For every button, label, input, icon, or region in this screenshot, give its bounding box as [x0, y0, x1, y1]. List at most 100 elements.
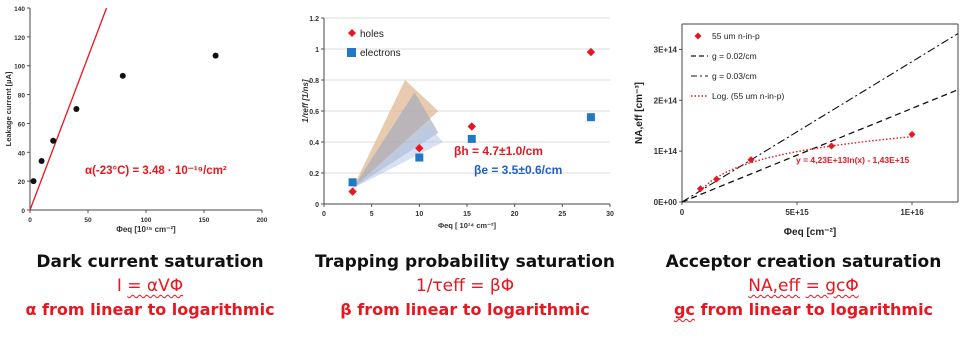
c3-data-point	[696, 185, 704, 193]
c1-xtick-label: 0	[28, 217, 32, 224]
caption-1: Dark current saturation I = αVΦ α from l…	[0, 252, 300, 319]
c2-mid-cone	[352, 92, 439, 189]
c1-xtick-label: 50	[84, 217, 92, 224]
c2-xtick-label: 30	[606, 211, 614, 218]
c3-data-point	[908, 130, 916, 138]
c3-ytick-label: 2E+14	[654, 96, 678, 105]
caption-2-eq-lhs: 1/τeff	[415, 276, 465, 296]
caption-2-eq-rhs: = βΦ	[470, 276, 515, 296]
c2-electrons-point	[467, 134, 476, 143]
c2-xtick-label: 5	[370, 211, 374, 218]
c1-ytick-label: 80	[18, 93, 26, 100]
c2-xtick-label: 10	[415, 211, 423, 218]
caption-3-note: gc from linear to logarithmic	[640, 300, 967, 319]
chart-dark-current: 0 20 40 60 80 100 120 140 0 50 100 150 200 Leakage cu…	[0, 0, 275, 240]
caption-3-note-text: from linear to logarithmic	[700, 300, 934, 319]
caption-1-equation: I = αVΦ	[0, 276, 300, 296]
c3-ytick-label: 1E+14	[654, 147, 678, 156]
c3-ylabel: NA,eff [cm⁻³]	[634, 82, 645, 144]
caption-1-eq-rhs: = αVΦ	[127, 276, 184, 296]
c2-annotation-electrons: βe = 3.5±0.6/cm	[474, 163, 562, 177]
c3-data-point	[828, 142, 835, 150]
caption-3-note-symbol: gc	[673, 300, 695, 319]
c3-ytick-label: 0E+00	[654, 198, 678, 207]
c1-annotation: α(-23°C) = 3.48 · 10⁻¹⁹/cm²	[85, 165, 227, 177]
caption-1-title: Dark current saturation	[36, 252, 264, 272]
c3-xtick-label: 5E+15	[785, 208, 809, 217]
c2-ytick-label: 0.6	[309, 109, 319, 116]
c3-legend-label-3: g = 0.03/cm	[712, 71, 757, 81]
c2-electrons-point	[586, 113, 595, 122]
chart1-svg: 0 20 40 60 80 100 120 140 0 50 100 150 200 Leakage cu…	[4, 6, 268, 234]
chart-trapping: 0 0.2 0.4 0.6 0.8 1 1.2 0 5 10 15 20 25 30 1/τeff [1/n…	[300, 0, 620, 240]
c1-ytick-label: 140	[14, 6, 25, 13]
c1-ytick-label: 0	[21, 208, 25, 215]
c2-holes-point	[467, 122, 476, 131]
caption-2-title: Trapping probability saturation	[315, 252, 615, 272]
caption-2: Trapping probability saturation 1/τeff =…	[300, 252, 630, 319]
c1-data-point	[73, 106, 80, 112]
c3-data-point	[747, 156, 755, 164]
c3-fit-equation: y = 4,23E+13ln(x) - 1,43E+15	[796, 155, 909, 165]
caption-3-title: Acceptor creation saturation	[665, 252, 942, 272]
c2-ytick-label: 0.8	[309, 78, 319, 85]
caption-1-note-symbol: α	[25, 300, 37, 319]
c2-holes-point	[415, 144, 424, 153]
chart2-svg: 0 0.2 0.4 0.6 0.8 1 1.2 0 5 10 15 20 25 30 1/τeff [1/n…	[301, 16, 614, 230]
c3-xlabel: Φeq [cm⁻²]	[784, 227, 836, 238]
c2-xtick-label: 15	[463, 211, 471, 218]
c3-legend-label-4: Log. (55 um n-in-p)	[712, 91, 784, 101]
caption-3-equation: NA,eff = gcΦ	[640, 276, 967, 296]
c3-xtick-label: 0	[680, 208, 685, 217]
caption-3: Acceptor creation saturation NA,eff = gc…	[640, 252, 967, 319]
c1-ytick-label: 60	[18, 121, 26, 128]
chart3-svg: 0E+00 1E+14 2E+14 3E+14 0 5E+15 1E+16 NA,eff [c…	[634, 23, 959, 238]
caption-2-note-symbol: β	[340, 300, 352, 319]
c1-ylabel: Leakage current [µA]	[4, 71, 13, 146]
c1-ytick-label: 40	[18, 150, 26, 157]
c3-log-fit-curve	[699, 136, 913, 192]
c2-xtick-label: 20	[511, 211, 519, 218]
c3-g002-line	[681, 89, 959, 203]
c2-ytick-label: 0.4	[309, 140, 319, 147]
c2-legend-electrons-marker	[347, 48, 356, 57]
c3-legend-label-1: 55 um n-in-p	[712, 31, 760, 41]
c2-holes-point	[586, 47, 596, 57]
c1-xtick-label: 150	[199, 217, 210, 224]
caption-2-note-text: from linear to logarithmic	[357, 300, 590, 319]
c2-electrons-point	[348, 178, 357, 187]
c2-legend-holes-marker	[348, 29, 356, 37]
c3-g003-line	[681, 33, 959, 203]
c1-xtick-label: 200	[257, 217, 268, 224]
c2-electrons-point	[415, 153, 424, 162]
c1-data-point	[50, 137, 57, 144]
c1-xlabel: Φeq [10¹⁵ cm⁻²]	[116, 225, 176, 234]
c2-xlabel: Φeq [ 10¹⁴ cm⁻²]	[438, 221, 497, 230]
c3-xtick-label: 1E+16	[900, 208, 924, 217]
caption-3-eq-rhs: = gcΦ	[805, 276, 859, 296]
c2-ytick-label: 1	[315, 47, 319, 54]
c1-data-point	[119, 72, 126, 79]
c1-data-point	[30, 178, 37, 185]
c2-annotation-holes: βh = 4.7±1.0/cm	[454, 144, 543, 158]
c1-ytick-label: 120	[14, 35, 25, 42]
caption-2-note: β from linear to logarithmic	[300, 300, 630, 319]
c2-ytick-label: 1.2	[309, 16, 319, 23]
c3-legend-label-2: g = 0.02/cm	[712, 51, 757, 61]
c3-legend-marker-1	[694, 32, 702, 40]
caption-1-note-text: from linear to logarithmic	[42, 300, 275, 319]
c3-ytick-label: 3E+14	[654, 45, 678, 54]
c2-legend-holes-label: holes	[360, 29, 384, 40]
c2-holes-point	[348, 187, 357, 196]
c2-electrons-cone	[352, 126, 444, 189]
c1-fit-line	[29, 7, 108, 211]
c3-data-point	[713, 175, 720, 183]
c1-ytick-label: 20	[18, 179, 26, 186]
c2-ylabel: 1/τeff [1/ns]	[301, 79, 310, 122]
caption-2-equation: 1/τeff = βΦ	[300, 276, 630, 296]
c1-xtick-label: 100	[141, 217, 152, 224]
c2-xtick-label: 0	[322, 211, 326, 218]
c2-ytick-label: 0	[315, 202, 319, 209]
c2-ytick-label: 0.2	[309, 171, 319, 178]
c2-legend-electrons-label: electrons	[360, 48, 401, 59]
